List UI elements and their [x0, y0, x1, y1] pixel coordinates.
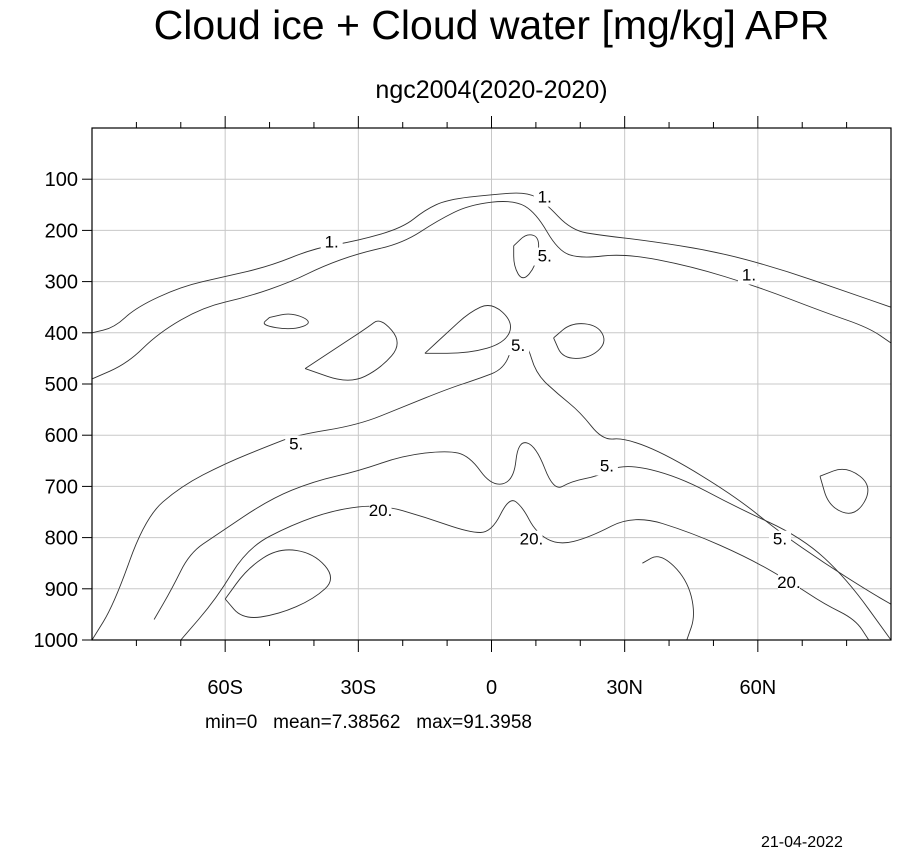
- y-tick-label: 800: [45, 528, 78, 550]
- chart-subtitle: ngc2004(2020-2020): [375, 76, 608, 104]
- contour-label-bg: [769, 530, 792, 549]
- contour-label-bg: [595, 457, 618, 476]
- chart-title: Cloud ice + Cloud water [mg/kg] APR: [153, 2, 830, 48]
- contour-label: 1.: [325, 233, 339, 252]
- x-tick-label: 30S: [341, 677, 377, 699]
- y-tick-label: 900: [45, 579, 78, 601]
- x-tick-label: 60N: [739, 677, 776, 699]
- contour-label-bg: [533, 247, 556, 266]
- contour-label: 20.: [369, 501, 393, 520]
- axis-ticks: [82, 116, 848, 652]
- contour-label-bg: [533, 188, 556, 207]
- stats-mean: mean=7.38562: [273, 712, 401, 733]
- contour-line-5: [153, 442, 892, 641]
- contour-label: 20.: [520, 530, 544, 549]
- contour-line-1: [91, 192, 892, 334]
- contour-label-bg: [369, 502, 392, 521]
- stats-max: max=91.3958: [416, 712, 532, 733]
- contour-line-5: [642, 556, 694, 641]
- contour-label: 5.: [600, 456, 614, 475]
- x-axis-tick-labels: 60S 30S 0 30N 60N: [207, 677, 776, 699]
- contour-label: 1.: [538, 188, 552, 207]
- contour-line-5: [553, 323, 605, 359]
- y-tick-label: 100: [45, 169, 78, 191]
- contour-label: 5.: [773, 530, 787, 549]
- contour-label: 5.: [511, 336, 525, 355]
- x-tick-label: 0: [486, 677, 497, 699]
- date-stamp: 21-04-2022: [761, 834, 843, 851]
- contour-label: 1.: [742, 266, 756, 285]
- y-tick-label: 300: [45, 272, 78, 294]
- x-tick-label: 30N: [606, 677, 643, 699]
- y-axis-tick-labels: 100 200 300 400 500 600 700 800 900 1000: [34, 169, 79, 652]
- contour-line-5: [263, 313, 309, 330]
- y-tick-label: 200: [45, 220, 78, 242]
- y-tick-label: 500: [45, 374, 78, 396]
- y-tick-label: 600: [45, 425, 78, 447]
- contour-label: 5.: [538, 247, 552, 266]
- contour-line-20: [180, 500, 870, 641]
- stats-min: min=0: [205, 712, 258, 733]
- contour-label-bg: [520, 530, 543, 549]
- contour-label: 5.: [289, 434, 303, 453]
- contour-line-5: [304, 320, 398, 381]
- contour-line-1: [91, 201, 892, 380]
- y-tick-label: 1000: [34, 630, 79, 652]
- contour-lines: [91, 192, 892, 641]
- contour-label-bg: [507, 337, 530, 356]
- contour-label-bg: [737, 266, 760, 285]
- contour-label-bg: [777, 574, 800, 593]
- contour-label-bg: [285, 435, 308, 454]
- stats-line: min=0 mean=7.38562 max=91.3958: [205, 712, 532, 734]
- contour-line-5: [819, 468, 869, 514]
- contour-line-5: [424, 305, 511, 354]
- contour-label-bg: [320, 233, 343, 252]
- contour-labels: 1. 1. 1. 5. 5. 5. 5. 5. 20. 20. 20.: [285, 188, 801, 593]
- contour-label: 20.: [777, 573, 801, 592]
- grid-lines: [92, 128, 891, 641]
- contour-line-20: [224, 549, 331, 618]
- x-tick-label: 60S: [207, 677, 243, 699]
- y-tick-label: 400: [45, 323, 78, 345]
- y-tick-label: 700: [45, 476, 78, 498]
